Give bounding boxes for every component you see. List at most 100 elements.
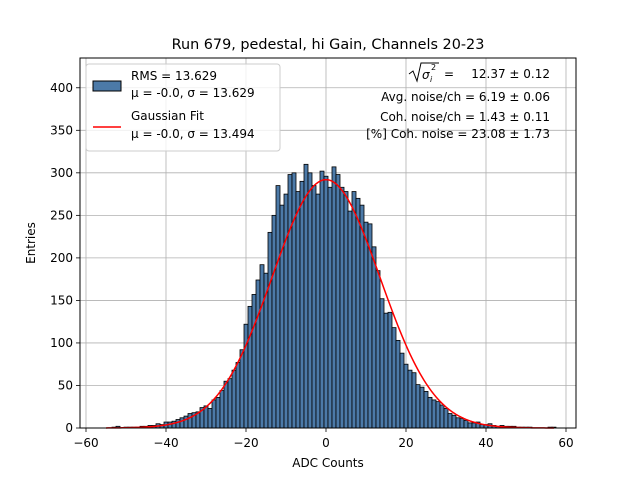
histogram-bar <box>315 193 321 429</box>
sigma-symbol: σ <box>422 68 430 82</box>
histogram-bar <box>243 323 249 429</box>
legend: RMS = 13.629 μ = -0.0, σ = 13.629 Gaussi… <box>85 63 281 152</box>
histogram-bar <box>387 311 393 429</box>
histogram-bar <box>463 419 469 429</box>
histogram-bar <box>247 305 253 429</box>
gaussian-fit-curve <box>105 178 555 429</box>
histogram-bar <box>319 170 325 429</box>
legend-fit-label: Gaussian Fit <box>131 109 204 123</box>
y-tick-label: 0 <box>65 421 73 435</box>
y-tick-label: 350 <box>50 123 73 137</box>
noise-annotations: σ i 2 12.37 ± 0.12 = Avg. noise/ch = 6.1… <box>366 62 550 141</box>
sigma-superscript: 2 <box>431 63 436 72</box>
histogram-bar <box>287 174 293 429</box>
histogram-bar <box>467 422 473 429</box>
histogram-bar <box>239 349 245 429</box>
annotation-total-noise: 12.37 ± 0.12 <box>471 67 550 81</box>
histogram-bar <box>379 298 385 429</box>
y-axis: 0 50 100 150 200 250 300 350 400 <box>50 81 80 435</box>
histogram-bar <box>443 408 449 429</box>
annotation-total-eq: = <box>444 67 454 81</box>
chart-title: Run 679, pedestal, hi Gain, Channels 20-… <box>172 37 485 53</box>
annotation-coh-percent: [%] Coh. noise = 23.08 ± 1.73 <box>366 127 550 141</box>
histogram-bar <box>291 172 297 429</box>
histogram-bar <box>339 186 345 429</box>
sigma-subscript: i <box>430 75 433 84</box>
histogram-bar <box>395 339 401 429</box>
histogram-bar <box>223 380 229 429</box>
histogram-bar <box>359 204 365 429</box>
histogram-bar <box>283 193 289 429</box>
histogram-bars <box>111 163 557 429</box>
histogram-bar <box>211 399 217 429</box>
histogram-bar <box>251 294 257 429</box>
histogram-bar <box>179 417 185 429</box>
histogram-bar <box>303 163 309 429</box>
legend-box <box>85 63 281 152</box>
y-tick-label: 50 <box>58 378 73 392</box>
y-tick-label: 400 <box>50 81 73 95</box>
histogram-bar <box>275 185 281 429</box>
legend-histogram-stats: μ = -0.0, σ = 13.629 <box>131 86 255 100</box>
y-tick-label: 200 <box>50 251 73 265</box>
histogram-bar <box>271 214 277 429</box>
histogram-bar <box>231 369 237 429</box>
histogram-bar <box>415 384 421 429</box>
histogram-bar <box>451 414 457 429</box>
histogram-bar <box>411 372 417 429</box>
histogram-bar <box>407 369 413 429</box>
x-tick-label: −60 <box>73 436 98 450</box>
histogram-bar <box>439 404 445 429</box>
histogram-bar <box>471 422 477 429</box>
histogram-bar <box>279 204 285 429</box>
histogram-bar <box>455 417 461 429</box>
x-axis-label: ADC Counts <box>292 456 364 470</box>
histogram-bar <box>383 312 389 429</box>
histogram-bar <box>427 396 433 429</box>
x-tick-label: 0 <box>322 436 330 450</box>
histogram-bar <box>391 327 397 429</box>
histogram-bar <box>295 191 301 429</box>
histogram-bar <box>183 415 189 429</box>
plot-frame <box>79 57 577 429</box>
histogram-bar <box>459 418 465 429</box>
histogram-bar <box>399 352 405 429</box>
annotation-avg-noise: Avg. noise/ch = 6.19 ± 0.06 <box>381 90 550 104</box>
histogram-bar <box>323 175 329 429</box>
histogram-bar <box>203 405 209 429</box>
histogram-bar <box>255 279 261 429</box>
histogram-bar <box>215 396 221 429</box>
y-tick-label: 150 <box>50 293 73 307</box>
histogram-bar <box>219 390 225 429</box>
y-tick-label: 300 <box>50 166 73 180</box>
sqrt-symbol <box>408 62 439 83</box>
histogram-bar <box>307 172 313 429</box>
histogram-bar <box>187 413 193 429</box>
legend-histogram-swatch <box>92 80 122 92</box>
x-axis: −60 −40 −20 0 20 40 60 <box>73 428 574 450</box>
histogram-bar <box>363 221 369 429</box>
histogram-bar <box>331 166 337 429</box>
histogram-bar <box>335 174 341 429</box>
histogram-bar <box>207 408 213 429</box>
histogram-bar <box>355 197 361 429</box>
x-tick-label: 40 <box>478 436 493 450</box>
histogram-bar <box>259 264 265 429</box>
legend-histogram-label: RMS = 13.629 <box>131 69 217 83</box>
histogram-bar <box>403 363 409 429</box>
y-axis-label: Entries <box>24 222 38 264</box>
histogram-bar <box>423 391 429 429</box>
legend-fit-stats: μ = -0.0, σ = 13.494 <box>131 127 255 141</box>
histogram-bar <box>327 186 333 429</box>
x-tick-label: 60 <box>558 436 573 450</box>
x-tick-label: −20 <box>233 436 258 450</box>
y-tick-label: 100 <box>50 336 73 350</box>
histogram-bar <box>175 419 181 429</box>
y-tick-label: 250 <box>50 208 73 222</box>
histogram-bar <box>435 401 441 429</box>
histogram-bar <box>431 399 437 429</box>
annotation-coh-noise: Coh. noise/ch = 1.43 ± 0.11 <box>380 110 550 124</box>
histogram-bar <box>371 246 377 429</box>
histogram-bar <box>419 386 425 429</box>
